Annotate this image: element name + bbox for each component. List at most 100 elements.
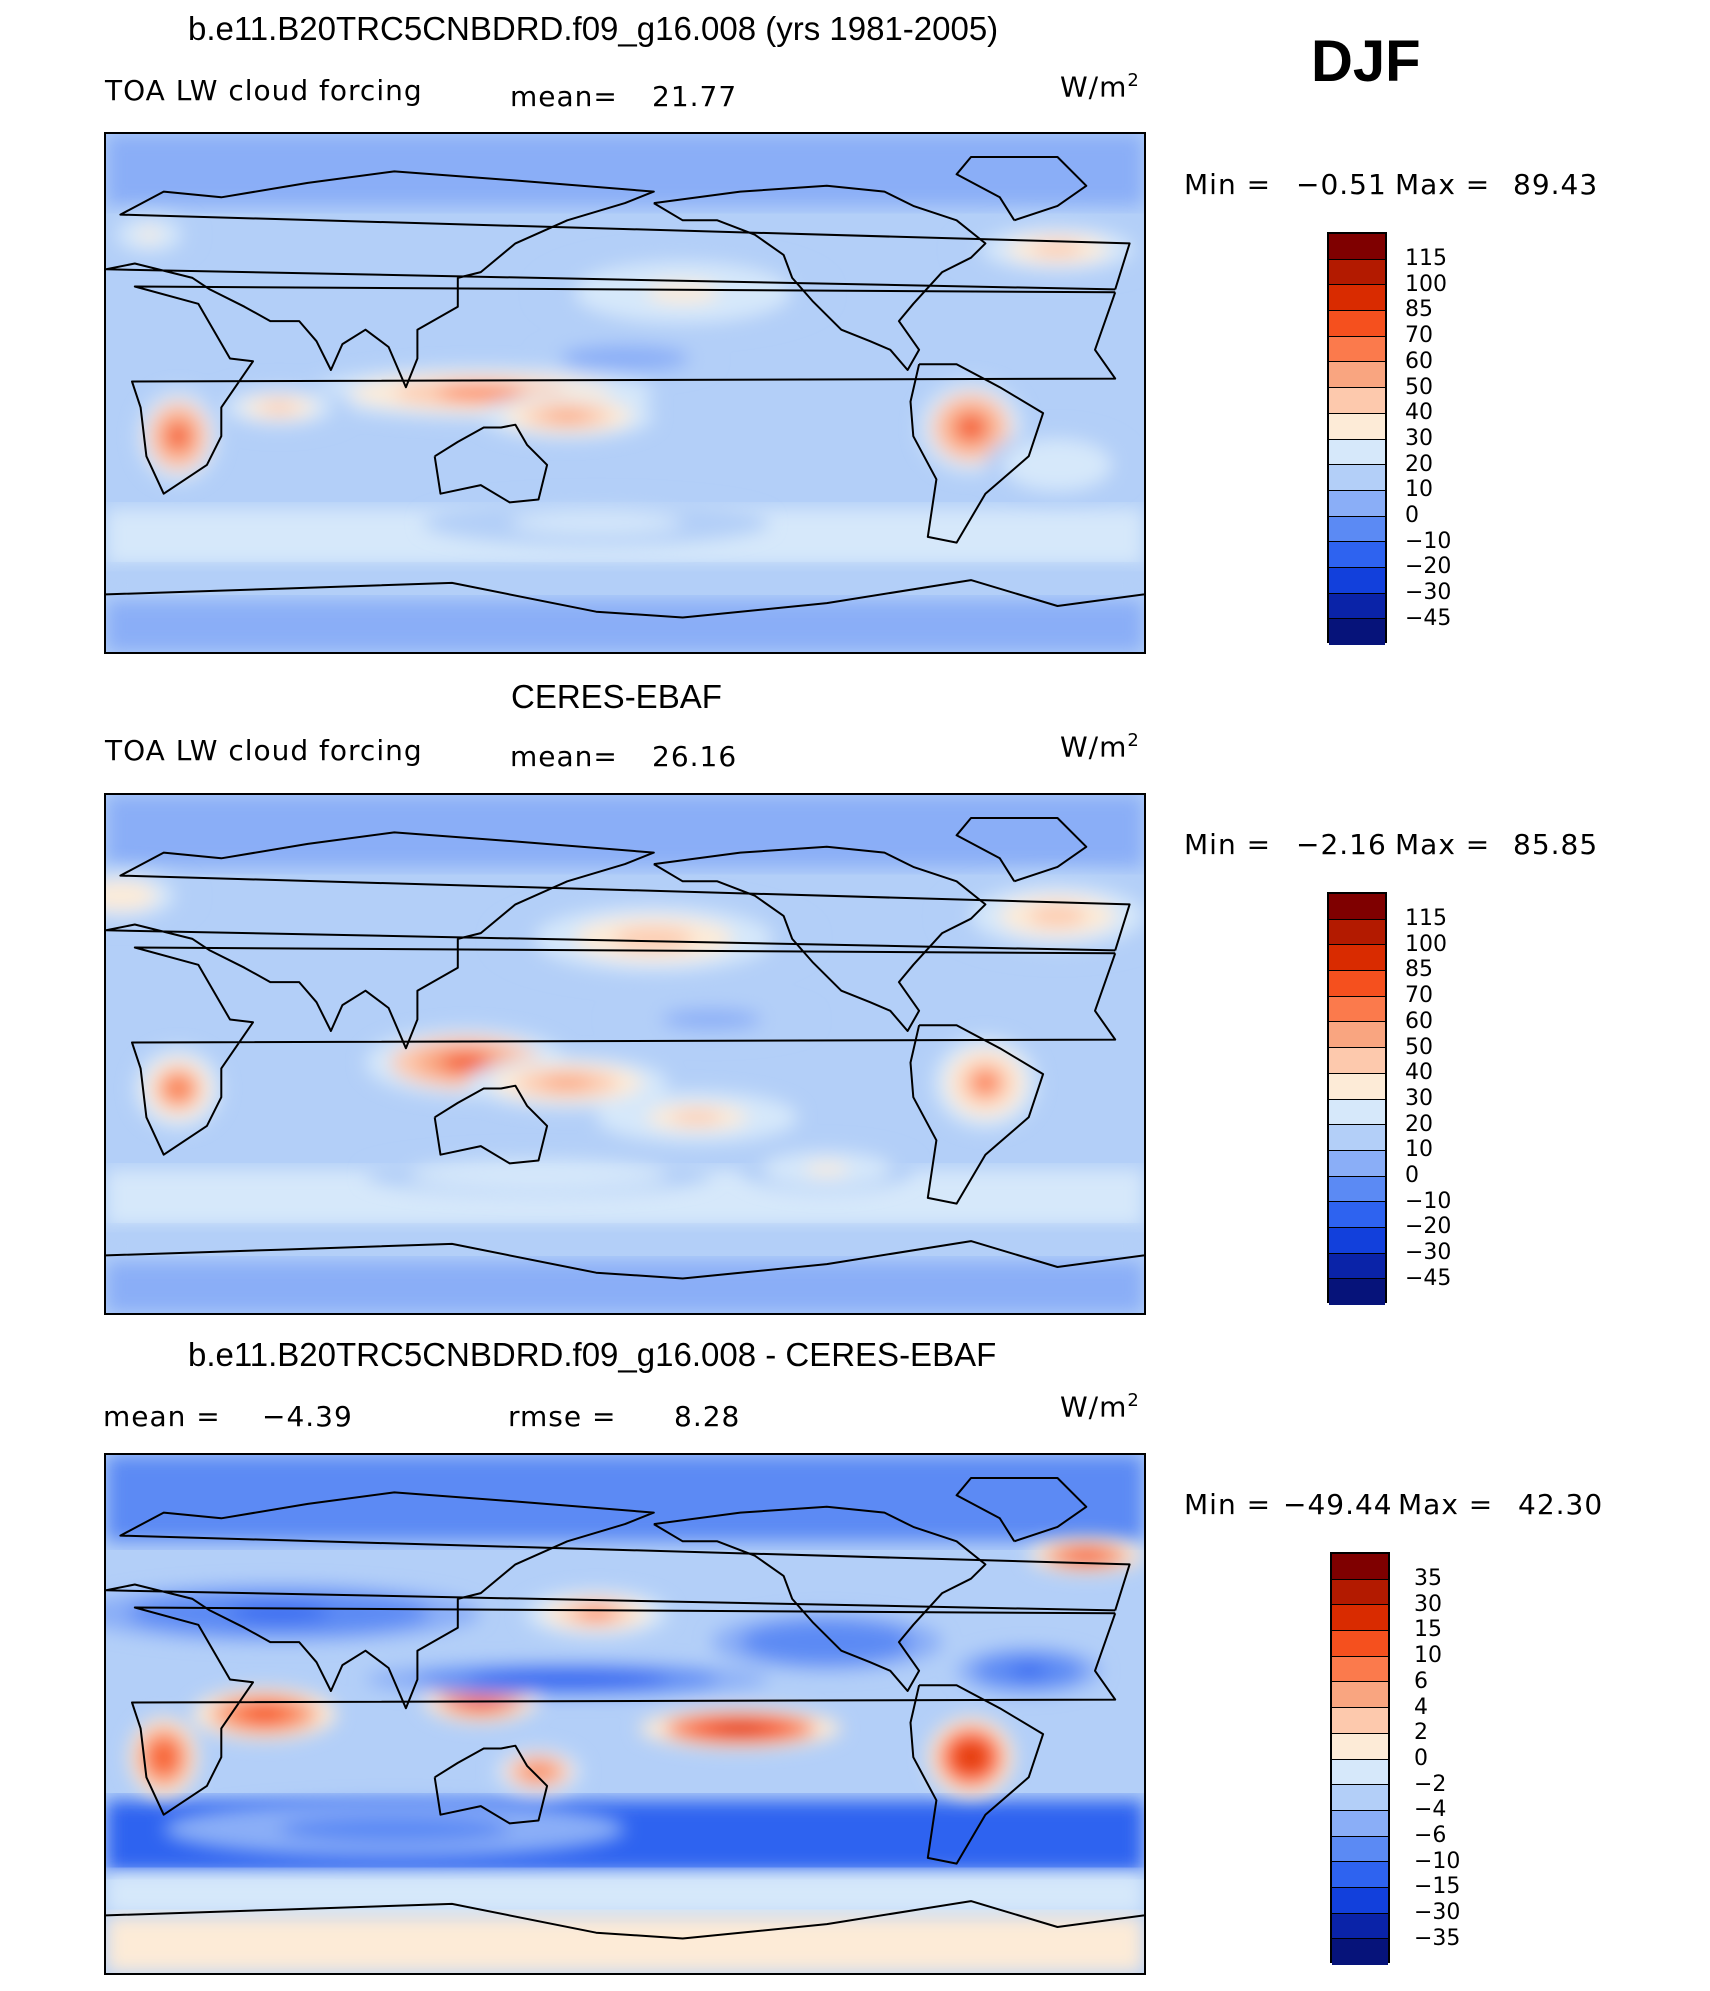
map-field-blob: [960, 1747, 982, 1768]
panel-2-max-label: Max =: [1395, 828, 1491, 861]
colorbar-tick-label: 0: [1414, 1745, 1428, 1771]
coastline: [955, 817, 1088, 883]
coastline: [106, 579, 1144, 619]
colorbar-swatch: [1332, 1862, 1388, 1888]
colorbar-swatch: [1332, 1939, 1388, 1965]
panel-2-units: W/m2: [1060, 730, 1140, 764]
map-field-blob: [671, 1110, 723, 1124]
colorbar-swatch: [1332, 1682, 1388, 1709]
colorbar-tick-label: 10: [1414, 1643, 1442, 1669]
coastline: [955, 156, 1088, 222]
colorbar-tick-label: 2: [1414, 1720, 1428, 1746]
panel-1-units: W/m2: [1060, 70, 1140, 104]
map-field-blob: [646, 282, 719, 303]
colorbar-swatch: [1332, 1887, 1388, 1914]
map-field-blob: [246, 1707, 283, 1721]
map-field-blob: [1032, 241, 1083, 257]
coastline: [433, 1084, 549, 1165]
map-latitude-band: [106, 1455, 1144, 1542]
panel-3-rmse-label: rmse =: [508, 1400, 617, 1433]
colorbar-swatch: [1329, 1125, 1385, 1151]
colorbar-tick-label: 6: [1414, 1668, 1428, 1694]
coastline: [653, 184, 987, 371]
panel-2-title: CERES-EBAF: [511, 678, 722, 715]
colorbar-tick-label: 30: [1405, 425, 1433, 451]
colorbar-swatch: [1329, 285, 1385, 312]
panel-3-map: [104, 1453, 1146, 1975]
colorbar-tick-label: −35: [1414, 1925, 1461, 1951]
coastline: [106, 1900, 1144, 1940]
map-latitude-band: [106, 1261, 1144, 1313]
colorbar-swatch: [1329, 1099, 1385, 1126]
map-latitude-band: [106, 134, 1144, 206]
colorbar-swatch: [1329, 1150, 1385, 1177]
map-field-blob: [542, 1076, 593, 1090]
panel-3-mean-value: −4.39: [262, 1400, 353, 1433]
colorbar-tick-label: −2: [1414, 1771, 1447, 1797]
colorbar-tick-label: 115: [1405, 906, 1447, 931]
colorbar-swatch: [1332, 1785, 1388, 1811]
colorbar-tick-label: 40: [1405, 400, 1433, 426]
map-field-blobs: [106, 866, 1144, 1196]
colorbar-swatch: [1329, 234, 1385, 260]
colorbar-tick-label: −20: [1405, 1214, 1452, 1240]
map-field-blob: [167, 1078, 189, 1099]
map-field-blob: [228, 1606, 330, 1621]
panel-1-map: [104, 132, 1146, 654]
colorbar-tick-label: −30: [1405, 1240, 1452, 1266]
colorbar-swatch: [1329, 465, 1385, 491]
panel-2-colorbar: [1327, 892, 1387, 1305]
panel-1-max-value: 89.43: [1513, 168, 1599, 201]
colorbar-tick-label: −30: [1405, 580, 1452, 606]
colorbar-tick-label: 0: [1405, 1163, 1419, 1188]
colorbar-tick-label: −20: [1405, 554, 1452, 580]
colorbar-swatch: [1329, 362, 1385, 389]
colorbar-swatch: [1332, 1913, 1388, 1940]
colorbar-swatch: [1329, 945, 1385, 972]
colorbar-tick-label: 0: [1405, 503, 1419, 528]
colorbar-tick-label: −15: [1414, 1874, 1461, 1900]
colorbar-swatch: [1332, 1579, 1388, 1606]
colorbar-swatch: [1329, 516, 1385, 543]
panel-3-min-label: Min =: [1184, 1488, 1272, 1521]
map-field-blob: [798, 1634, 856, 1650]
colorbar-swatch: [1329, 593, 1385, 620]
map-latitude-band: [106, 565, 1144, 601]
colorbar-swatch: [1332, 1656, 1388, 1683]
map-field-blob: [495, 1169, 582, 1180]
colorbar-tick-label: 20: [1405, 451, 1433, 477]
colorbar-swatch: [1329, 971, 1385, 997]
map-field-blob: [167, 424, 189, 448]
panel-3-units: W/m2: [1060, 1390, 1140, 1424]
panel-3-mean-label: mean =: [103, 1400, 221, 1433]
coastline: [955, 1477, 1088, 1543]
panel-3-max-label: Max =: [1398, 1488, 1494, 1521]
map-field-blob: [1071, 1551, 1101, 1561]
colorbar-tick-label: 85: [1405, 957, 1433, 983]
map-latitude-band: [106, 795, 1144, 867]
colorbar-swatch: [1329, 1202, 1385, 1228]
map-field-blob: [336, 1821, 452, 1837]
colorbar-tick-label: 35: [1414, 1566, 1442, 1591]
map-field-blob: [614, 928, 694, 950]
map-field-blob: [1028, 905, 1087, 926]
map-field-blob: [260, 401, 298, 414]
panel-2-mean-value: 26.16: [652, 740, 738, 773]
map-field-blob: [958, 416, 984, 440]
colorbar-tick-label: 10: [1405, 1137, 1433, 1163]
colorbar-tick-label: 100: [1405, 931, 1447, 957]
colorbar-tick-label: −10: [1405, 1188, 1452, 1214]
colorbar-swatch: [1329, 1279, 1385, 1305]
colorbar-tick-label: 30: [1405, 1085, 1433, 1111]
colorbar-tick-label: 115: [1405, 246, 1447, 271]
colorbar-swatch: [1332, 1733, 1388, 1760]
map-field-blob: [155, 1747, 173, 1768]
colorbar-swatch: [1329, 336, 1385, 363]
panel-3-title: b.e11.B20TRC5CNBDRD.f09_g16.008 - CERES-…: [188, 1336, 997, 1373]
map-field-blob: [805, 1163, 849, 1175]
colorbar-tick-label: −6: [1414, 1823, 1447, 1848]
panel-2-map: [104, 793, 1146, 1315]
coastline: [106, 1491, 1131, 1710]
colorbar-swatch: [1329, 259, 1385, 286]
colorbar-swatch: [1332, 1605, 1388, 1632]
